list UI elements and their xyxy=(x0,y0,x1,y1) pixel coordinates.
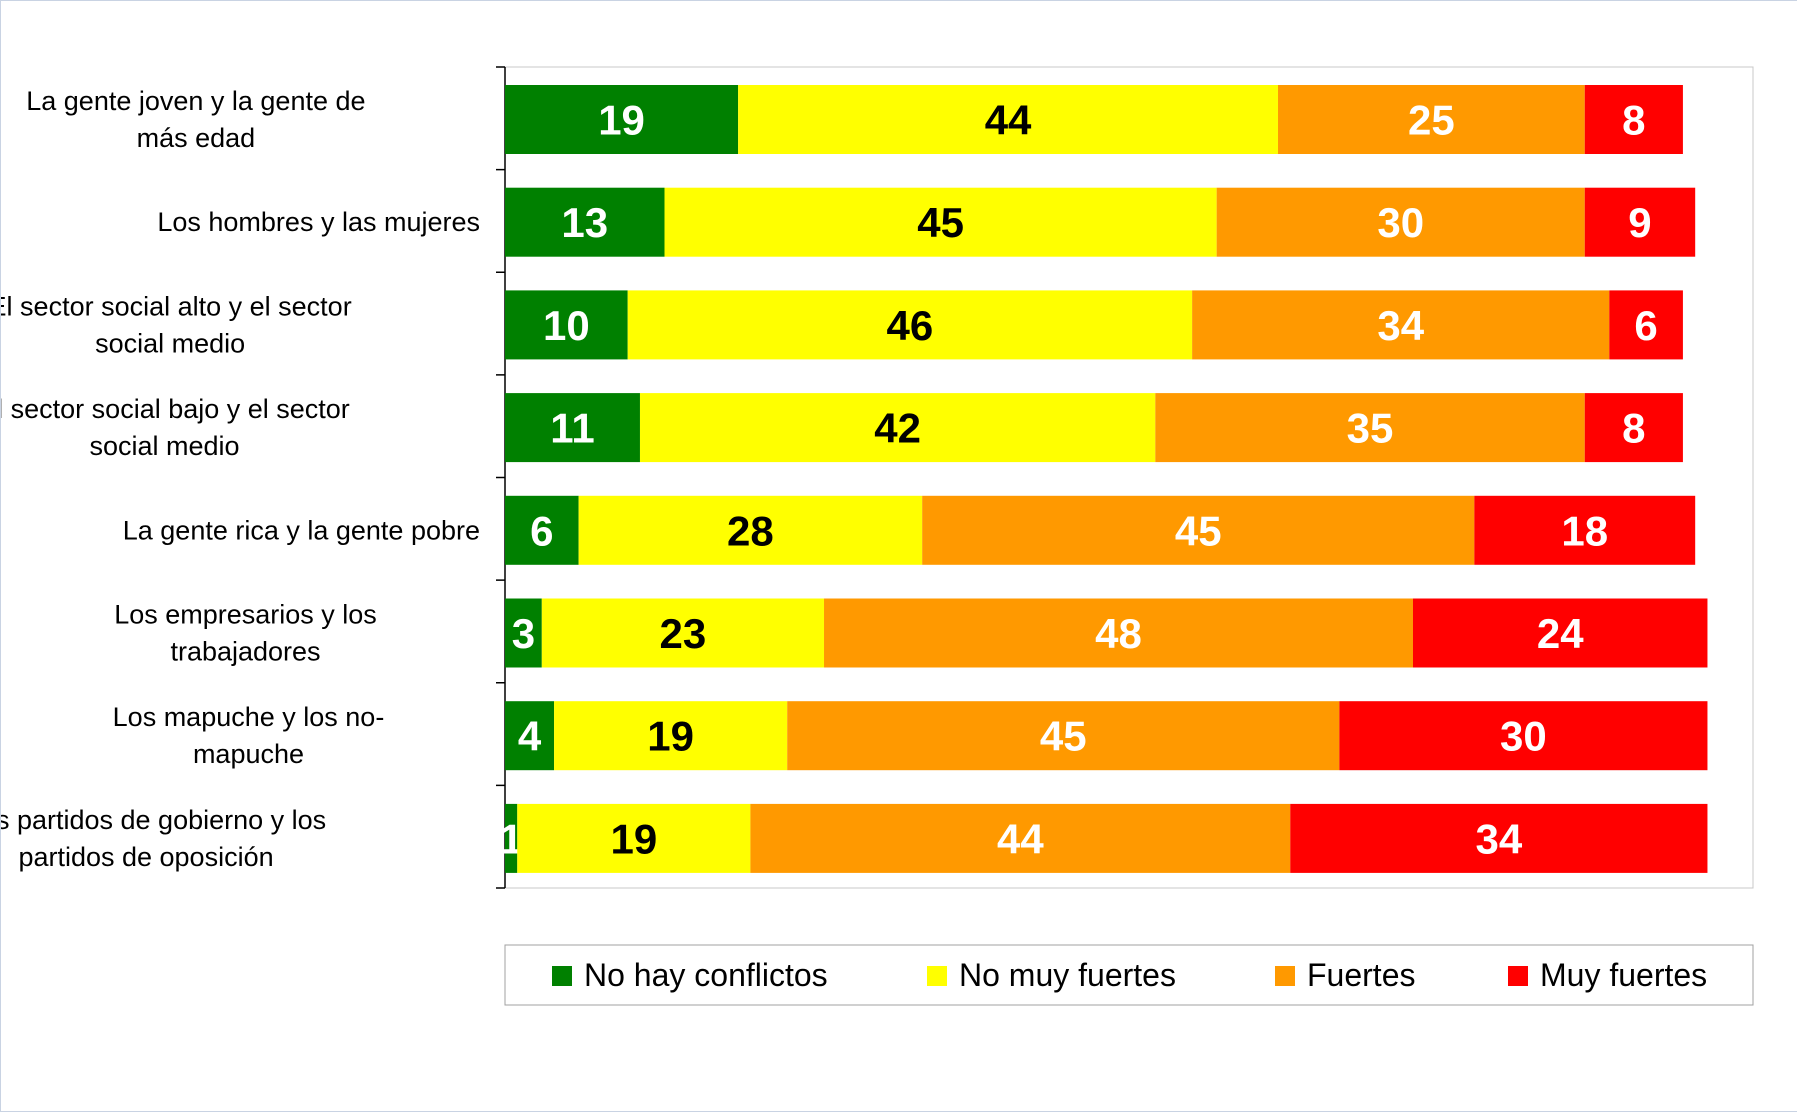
bar-segment xyxy=(554,701,788,771)
bar-segment xyxy=(1412,598,1708,668)
bar-data-label: 45 xyxy=(1175,507,1222,554)
legend-label: Fuertes xyxy=(1307,957,1415,993)
bar-data-label: 19 xyxy=(610,815,657,862)
bar-segment xyxy=(505,495,579,565)
bar-segment xyxy=(639,393,1156,463)
bar-segment xyxy=(505,598,542,668)
bar-data-label: 19 xyxy=(647,713,694,760)
bar-segment xyxy=(1216,187,1585,257)
bar-segment xyxy=(578,495,923,565)
bar-data-label: 35 xyxy=(1347,405,1394,452)
bar-segment xyxy=(505,701,555,771)
category-label: La gente joven y la gente de más edad xyxy=(26,86,365,153)
bar-data-label: 19 xyxy=(598,97,645,144)
bar-data-label: 45 xyxy=(917,199,964,246)
legend-label: No hay conflictos xyxy=(584,957,828,993)
bar-data-label: 45 xyxy=(1040,713,1087,760)
bar-data-label: 10 xyxy=(543,302,590,349)
bar-segment xyxy=(824,598,1413,668)
bar-data-label: 4 xyxy=(518,713,542,760)
category-label: Los empresarios y los trabajadores xyxy=(114,600,377,667)
bar-data-label: 30 xyxy=(1500,713,1547,760)
bar-segment xyxy=(505,85,739,154)
bar-segment xyxy=(541,598,825,668)
bar-data-label: 18 xyxy=(1561,507,1608,554)
bar-data-label: 6 xyxy=(530,507,553,554)
bar-segment xyxy=(1584,187,1696,257)
bar-data-label: 23 xyxy=(660,610,707,657)
bar-segment xyxy=(517,803,751,873)
category-label: La gente rica y la gente pobre xyxy=(123,515,480,545)
category-label: Los mapuche y los no-mapuche xyxy=(113,702,385,769)
bar-segment xyxy=(1278,85,1585,154)
bar-segment xyxy=(1584,85,1683,154)
category-label: El sector social alto y el sector social … xyxy=(1,291,352,358)
bar-segment xyxy=(922,495,1475,565)
legend-label: No muy fuertes xyxy=(959,957,1176,993)
bar-data-label: 44 xyxy=(985,97,1032,144)
legend-swatch xyxy=(1508,966,1528,986)
legend-box xyxy=(504,944,1754,1006)
bar-data-label: 1 xyxy=(499,815,522,862)
bar-data-label: 34 xyxy=(1476,815,1523,862)
bar-data-label: 6 xyxy=(1634,302,1657,349)
bar-data-label: 30 xyxy=(1377,199,1424,246)
category-label: Los hombres y las mujeres xyxy=(157,207,480,237)
bar-segment xyxy=(505,290,628,360)
bar-segment xyxy=(1339,701,1708,771)
bar-data-label: 3 xyxy=(512,610,535,657)
bar-data-label: 44 xyxy=(997,815,1044,862)
category-label: Los partidos de gobierno y los partidos d… xyxy=(1,805,326,872)
bar-segment xyxy=(1584,393,1683,463)
bar-data-label: 48 xyxy=(1095,610,1142,657)
bar-data-label: 46 xyxy=(887,302,934,349)
bar-data-label: 24 xyxy=(1537,610,1584,657)
bar-segment xyxy=(787,701,1340,771)
bar-data-label: 13 xyxy=(561,199,608,246)
bar-segment xyxy=(1155,393,1585,463)
bar-data-label: 25 xyxy=(1408,97,1455,144)
legend: No hay conflictos No muy fuertes Fuertes Mu… xyxy=(504,944,1754,1006)
category-label: El sector social bajo y el sector social … xyxy=(1,394,350,461)
bar-data-label: 34 xyxy=(1377,302,1424,349)
legend-swatch xyxy=(552,966,572,986)
bar-segment xyxy=(1609,290,1683,360)
legend-swatch xyxy=(1275,966,1295,986)
bar-segment xyxy=(505,187,665,257)
legend-label: Muy fuertes xyxy=(1540,957,1707,993)
bar-segment xyxy=(750,803,1291,873)
legend-swatch xyxy=(927,966,947,986)
bar-data-label: 28 xyxy=(727,507,774,554)
bar-segment xyxy=(505,803,518,873)
bar-segment xyxy=(1290,803,1708,873)
bar-segment xyxy=(1192,290,1610,360)
bars: 19 44 25 8 13 45 30 9 10 46 34 6 11 42 35 8 6 28 45 18 3 23 48… xyxy=(499,85,1708,873)
bar-data-label: 9 xyxy=(1628,199,1651,246)
category-labels: La gente joven y la gente de más edad Los … xyxy=(1,86,480,872)
bar-segment xyxy=(505,393,640,463)
bar-segment xyxy=(1474,495,1696,565)
bar-data-label: 8 xyxy=(1622,405,1645,452)
bar-data-label: 8 xyxy=(1622,97,1645,144)
bar-segment xyxy=(664,187,1217,257)
bar-segment xyxy=(627,290,1193,360)
bar-data-label: 11 xyxy=(550,405,594,452)
bar-segment xyxy=(738,85,1279,154)
bar-data-label: 42 xyxy=(874,405,921,452)
